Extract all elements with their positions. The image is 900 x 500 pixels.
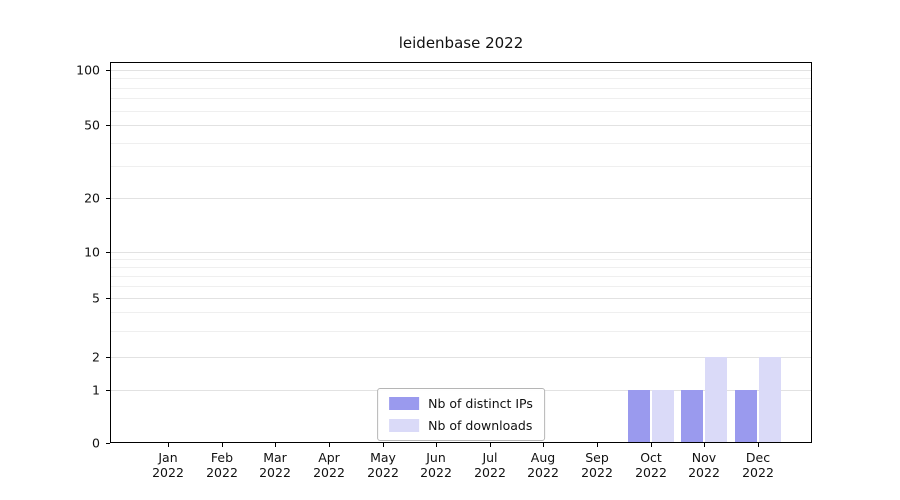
y-major-gridline — [111, 198, 811, 199]
y-minor-gridline — [111, 331, 811, 332]
bar-nb-of-distinct-ips — [628, 390, 650, 443]
y-minor-gridline — [111, 78, 811, 79]
x-tick-mark — [222, 443, 223, 447]
y-tick-mark — [106, 198, 110, 199]
x-tick-mark — [436, 443, 437, 447]
y-minor-gridline — [111, 267, 811, 268]
x-tick-mark — [383, 443, 384, 447]
x-tick-mark — [758, 443, 759, 447]
y-minor-gridline — [111, 111, 811, 112]
x-tick-mark — [704, 443, 705, 447]
x-tick-mark — [168, 443, 169, 447]
legend-label: Nb of distinct IPs — [428, 396, 533, 411]
x-tick-label: Jul 2022 — [474, 450, 506, 481]
y-major-gridline — [111, 298, 811, 299]
y-minor-gridline — [111, 166, 811, 167]
x-tick-label: Feb 2022 — [206, 450, 238, 481]
bar-nb-of-downloads — [705, 357, 727, 443]
y-tick-label: 5 — [92, 290, 100, 306]
y-tick-label: 20 — [84, 190, 100, 206]
y-tick-mark — [106, 298, 110, 299]
x-tick-label: Jun 2022 — [420, 450, 452, 481]
legend-label: Nb of downloads — [428, 418, 533, 433]
y-tick-label: 2 — [92, 349, 100, 365]
y-minor-gridline — [111, 286, 811, 287]
y-tick-label: 50 — [84, 117, 100, 133]
x-tick-label: Sep 2022 — [581, 450, 613, 481]
x-tick-mark — [275, 443, 276, 447]
y-tick-mark — [106, 70, 110, 71]
y-tick-mark — [106, 443, 110, 444]
x-tick-label: Aug 2022 — [527, 450, 559, 481]
x-tick-mark — [543, 443, 544, 447]
y-tick-mark — [106, 125, 110, 126]
bar-nb-of-downloads — [652, 390, 674, 443]
x-tick-label: Apr 2022 — [313, 450, 345, 481]
legend: Nb of distinct IPs Nb of downloads — [377, 388, 545, 441]
x-tick-mark — [329, 443, 330, 447]
y-major-gridline — [111, 70, 811, 71]
legend-row: Nb of downloads — [389, 418, 533, 433]
bar-nb-of-distinct-ips — [735, 390, 757, 443]
bar-nb-of-downloads — [759, 357, 781, 443]
y-tick-label: 100 — [76, 62, 100, 78]
chart-title: leidenbase 2022 — [398, 34, 524, 52]
bar-nb-of-distinct-ips — [681, 390, 703, 443]
y-major-gridline — [111, 357, 811, 358]
y-major-gridline — [111, 125, 811, 126]
x-tick-mark — [651, 443, 652, 447]
y-tick-mark — [106, 390, 110, 391]
legend-row: Nb of distinct IPs — [389, 396, 533, 411]
y-minor-gridline — [111, 259, 811, 260]
x-tick-label: Jan 2022 — [152, 450, 184, 481]
y-minor-gridline — [111, 88, 811, 89]
y-tick-label: 1 — [92, 382, 100, 398]
y-minor-gridline — [111, 98, 811, 99]
x-tick-label: Nov 2022 — [688, 450, 720, 481]
y-tick-label: 0 — [92, 435, 100, 451]
y-minor-gridline — [111, 276, 811, 277]
y-major-gridline — [111, 252, 811, 253]
x-tick-label: Oct 2022 — [635, 450, 667, 481]
y-tick-mark — [106, 252, 110, 253]
x-tick-label: Mar 2022 — [259, 450, 291, 481]
x-tick-mark — [490, 443, 491, 447]
y-minor-gridline — [111, 143, 811, 144]
y-tick-label: 10 — [84, 244, 100, 260]
y-tick-mark — [106, 357, 110, 358]
x-tick-label: Dec 2022 — [742, 450, 774, 481]
legend-swatch — [389, 397, 420, 410]
legend-swatch — [389, 419, 420, 432]
y-minor-gridline — [111, 312, 811, 313]
x-tick-label: May 2022 — [367, 450, 399, 481]
x-tick-mark — [597, 443, 598, 447]
